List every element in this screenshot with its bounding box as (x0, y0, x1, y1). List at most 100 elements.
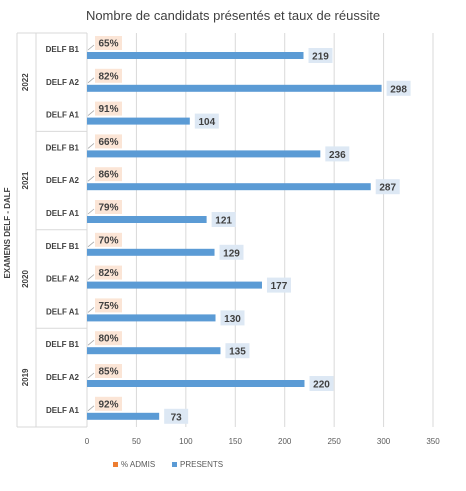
pct-label: 80% (98, 334, 118, 345)
value-label: 130 (224, 314, 241, 325)
value-label: 104 (198, 117, 215, 128)
pct-label: 91% (98, 104, 118, 115)
pct-label-box (95, 200, 122, 214)
bars (87, 52, 382, 420)
legend-swatch-admis (113, 462, 118, 467)
value-label: 135 (229, 347, 246, 358)
category-axis: 2022 DELF B1 DELF A2 DELF A1 2021 DELF B1 DELF… (16, 32, 88, 428)
leader-line (87, 339, 95, 346)
pct-label: 65% (98, 39, 118, 50)
value-label-box (220, 310, 245, 326)
value-label: 121 (215, 216, 232, 227)
year-label: 2021 (21, 171, 30, 189)
value-label-box (266, 277, 291, 293)
year-label: 2022 (21, 73, 30, 91)
leader-line (87, 143, 95, 149)
leader-line (87, 372, 95, 379)
value-label-box (309, 376, 334, 391)
x-tick-label: 150 (229, 437, 243, 446)
year-label: 2020 (21, 270, 30, 288)
category-label: DELF A2 (46, 176, 80, 185)
value-label-box (386, 80, 411, 96)
x-tick-label: 50 (132, 437, 141, 446)
category-label: DELF A1 (46, 307, 80, 316)
bar-presents (87, 347, 221, 355)
data-labels: 219 65% 298 82% 104 91% 236 66% 287 86% 121 79% 129 7… (87, 36, 411, 424)
bar-presents (87, 216, 207, 223)
x-tick-label: 200 (278, 437, 292, 446)
x-tick-label: 250 (327, 437, 341, 446)
category-label: DELF A2 (46, 275, 80, 284)
value-label: 298 (390, 84, 407, 95)
x-tick-label: 350 (426, 437, 440, 446)
year-label: 2019 (21, 368, 30, 386)
x-tick-label: 0 (85, 437, 90, 446)
pct-label-box (95, 298, 122, 313)
gridlines (86, 33, 434, 427)
leader-line (87, 77, 95, 84)
y-axis-title: EXAMENS DELF - DALF (3, 187, 12, 278)
pct-label: 92% (98, 399, 118, 410)
value-label-box (211, 212, 236, 227)
category-label: DELF B1 (46, 340, 80, 349)
pct-label: 66% (98, 137, 118, 148)
leader-line (87, 175, 95, 182)
bar-presents (87, 380, 305, 387)
leader-line (87, 44, 95, 51)
pct-label-box (95, 134, 122, 149)
pct-label-box (95, 101, 122, 116)
pct-label-box (95, 36, 122, 50)
bar-presents (87, 281, 262, 289)
value-label-box (225, 343, 250, 359)
legend-swatch-presents (172, 462, 177, 467)
leader-line (87, 110, 95, 116)
pct-label: 82% (98, 268, 118, 279)
value-label: 287 (379, 183, 396, 194)
x-axis-ticks: 0 50 100 150 200 250 300 350 (85, 437, 440, 446)
value-label-box (308, 48, 333, 63)
x-tick-label: 300 (377, 437, 391, 446)
bar-presents (87, 248, 215, 256)
pct-label-box (95, 364, 122, 378)
pct-label-box (95, 167, 122, 182)
category-label: DELF A2 (46, 373, 80, 382)
pct-label-box (95, 265, 122, 280)
category-label: DELF B1 (46, 143, 80, 152)
pct-label: 79% (98, 203, 118, 214)
category-label: DELF A2 (46, 78, 80, 87)
category-label: DELF A1 (46, 209, 80, 218)
pct-label-box (95, 232, 122, 247)
legend: % ADMIS PRESENTS (113, 460, 223, 469)
value-label: 177 (271, 281, 288, 292)
leader-line (87, 241, 95, 248)
value-label-box (164, 408, 189, 424)
pct-label: 85% (98, 367, 118, 378)
value-label-box (219, 244, 244, 260)
value-label-box (325, 146, 350, 162)
leader-line (87, 307, 95, 313)
bar-presents (87, 117, 190, 125)
pct-label: 82% (98, 71, 118, 82)
category-label: DELF A1 (46, 406, 80, 415)
bar-presents (87, 52, 304, 59)
leader-line (87, 274, 95, 280)
chart-title: Nombre de candidats présentés et taux de… (86, 8, 380, 23)
value-label: 236 (329, 150, 346, 161)
x-tick-label: 100 (179, 437, 193, 446)
leader-line (87, 208, 95, 215)
value-label: 220 (313, 380, 330, 391)
bar-presents (87, 84, 382, 92)
value-label-box (194, 113, 219, 129)
value-label-box (375, 179, 400, 195)
pct-label-box (95, 331, 122, 346)
leader-line (87, 405, 95, 412)
value-label: 129 (223, 248, 240, 259)
pct-label: 70% (98, 235, 118, 246)
legend-label-presents: PRESENTS (180, 460, 223, 469)
pct-label-box (95, 396, 122, 411)
pct-label: 75% (98, 301, 118, 312)
legend-label-admis: % ADMIS (121, 460, 155, 469)
bar-presents (87, 150, 321, 158)
